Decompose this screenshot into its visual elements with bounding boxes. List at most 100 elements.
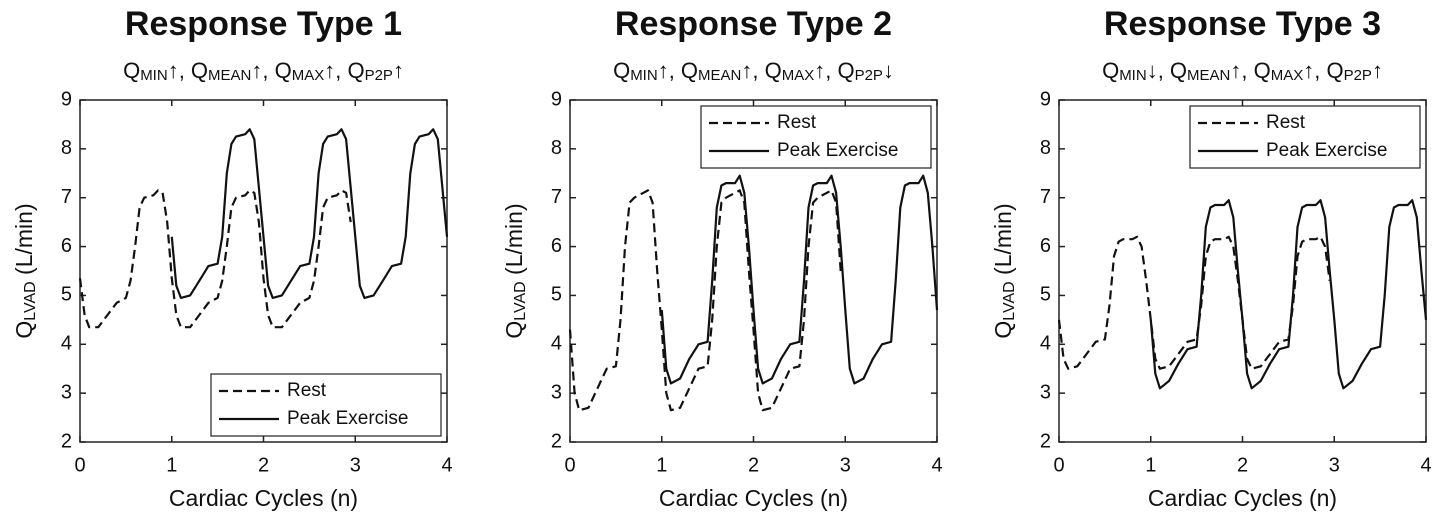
subtitle-part: ↑, Q — [168, 58, 208, 83]
y-tick-label: 6 — [551, 235, 562, 257]
subscript: MIN — [630, 67, 658, 84]
subscript: MAX — [782, 67, 815, 84]
y-tick-label: 8 — [1040, 137, 1051, 159]
x-tick-label: 2 — [748, 454, 759, 476]
y-tick-label: 5 — [61, 284, 72, 306]
y-tick-label: 3 — [1040, 381, 1051, 403]
x-tick-label: 2 — [258, 454, 269, 476]
subscript: LVAD — [1001, 281, 1018, 320]
subscript: LVAD — [22, 281, 39, 320]
series-line — [170, 128, 449, 299]
subtitle-part: ↑, Q — [251, 58, 291, 83]
x-tick-label: 1 — [166, 454, 177, 476]
y-tick-label: 7 — [61, 186, 72, 208]
x-tick-label: 3 — [1329, 454, 1340, 476]
legend: Rest Peak Exercise — [210, 373, 442, 437]
y-tick-label: 9 — [551, 88, 562, 110]
y-tick-label: 7 — [551, 186, 562, 208]
panel-title: Response Type 2 — [615, 5, 892, 43]
subscript: P2P — [365, 67, 393, 84]
legend: Rest Peak Exercise — [1189, 105, 1421, 169]
subtitle-part: Q — [1102, 58, 1119, 83]
subtitle-part: ↑, Q — [324, 58, 364, 83]
x-tick-label: 0 — [1053, 454, 1064, 476]
legend: Rest Peak Exercise — [700, 105, 932, 169]
y-label-part: (L/min) — [990, 203, 1016, 281]
series-line — [1057, 235, 1331, 370]
legend-label: Rest — [1266, 112, 1306, 133]
subscript: P2P — [855, 67, 883, 84]
panel-subtitle: QMIN↓, QMEAN↑, QMAX↑, QP2P↑ — [1102, 58, 1383, 85]
x-axis-label: Cardiac Cycles (n) — [169, 485, 358, 511]
x-tick-label: 4 — [931, 454, 942, 476]
legend-label: Peak Exercise — [287, 408, 408, 429]
panel-title: Response Type 1 — [125, 5, 402, 43]
y-label-part: Q — [11, 321, 37, 339]
y-tick-label: 2 — [61, 430, 72, 452]
y-tick-label: 9 — [61, 88, 72, 110]
subscript: MIN — [1119, 67, 1147, 84]
y-tick-label: 9 — [1040, 88, 1051, 110]
y-tick-label: 5 — [551, 284, 562, 306]
x-axis-label: Cardiac Cycles (n) — [659, 485, 848, 511]
y-tick-label: 5 — [1040, 284, 1051, 306]
y-axis-label: QLVAD (L/min) — [501, 203, 529, 338]
y-axis-label: QLVAD (L/min) — [11, 203, 39, 338]
y-tick-label: 7 — [1040, 186, 1051, 208]
subtitle-part: Q — [613, 58, 630, 83]
y-tick-label: 6 — [1040, 235, 1051, 257]
subtitle-part: ↓ — [883, 58, 894, 83]
y-tick-label: 6 — [61, 235, 72, 257]
panel-subtitle: QMIN↑, QMEAN↑, QMAX↑, QP2P↓ — [613, 58, 894, 85]
series-line — [78, 189, 352, 329]
subscript: LVAD — [512, 281, 529, 320]
y-tick-label: 3 — [61, 381, 72, 403]
y-label-part: (L/min) — [501, 203, 527, 281]
legend-label: Peak Exercise — [1266, 140, 1387, 161]
subscript: P2P — [1344, 67, 1372, 84]
x-tick-label: 4 — [1420, 454, 1431, 476]
subtitle-part: ↑ — [393, 58, 404, 83]
legend-label: Rest — [287, 380, 327, 401]
subtitle-part: ↑, Q — [1303, 58, 1343, 83]
y-tick-label: 4 — [61, 333, 72, 355]
subtitle-part: ↑, Q — [741, 58, 781, 83]
x-tick-label: 1 — [1145, 454, 1156, 476]
x-tick-label: 0 — [74, 454, 85, 476]
series-line — [660, 174, 939, 385]
subtitle-part: ↓, Q — [1147, 58, 1187, 83]
x-tick-label: 0 — [564, 454, 575, 476]
subtitle-part: ↑, Q — [814, 58, 854, 83]
panel-subtitle: QMIN↑, QMEAN↑, QMAX↑, QP2P↑ — [123, 58, 404, 85]
subtitle-part: ↑, Q — [1230, 58, 1270, 83]
subtitle-part: Q — [123, 58, 140, 83]
legend-label: Peak Exercise — [777, 140, 898, 161]
x-tick-label: 1 — [656, 454, 667, 476]
y-label-part: Q — [501, 321, 527, 339]
x-tick-label: 2 — [1237, 454, 1248, 476]
y-label-part: (L/min) — [11, 203, 37, 281]
subtitle-part: ↑, Q — [658, 58, 698, 83]
subscript: MAX — [292, 67, 325, 84]
x-axis-label: Cardiac Cycles (n) — [1148, 485, 1337, 511]
legend-box — [700, 105, 932, 169]
subscript: MEAN — [1187, 67, 1230, 84]
legend-label: Rest — [777, 112, 817, 133]
y-label-part: Q — [990, 321, 1016, 339]
subscript: MEAN — [208, 67, 251, 84]
y-tick-label: 2 — [551, 430, 562, 452]
y-tick-label: 3 — [551, 381, 562, 403]
y-tick-label: 4 — [551, 333, 562, 355]
y-tick-label: 4 — [1040, 333, 1051, 355]
legend-box — [1189, 105, 1421, 169]
y-axis-label: QLVAD (L/min) — [990, 203, 1018, 338]
y-tick-label: 2 — [1040, 430, 1051, 452]
y-tick-label: 8 — [551, 137, 562, 159]
panel-title: Response Type 3 — [1104, 5, 1381, 43]
series-line — [1149, 199, 1428, 390]
x-tick-label: 4 — [441, 454, 452, 476]
